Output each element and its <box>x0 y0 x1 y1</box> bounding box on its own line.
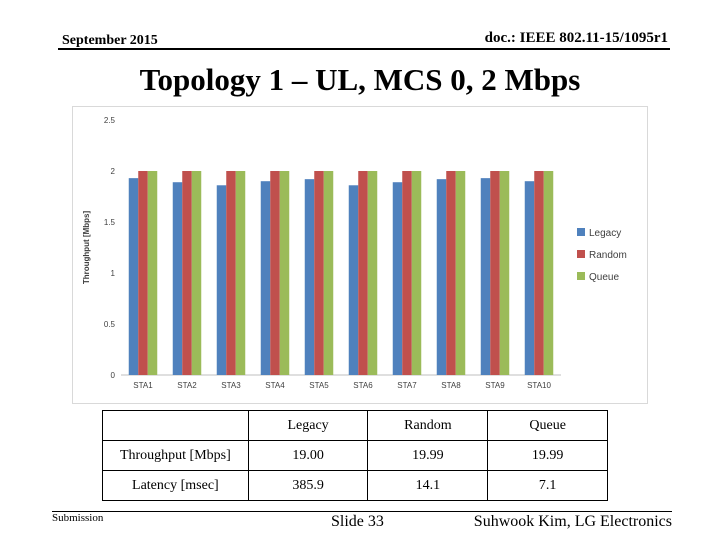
legend-label: Queue <box>589 272 619 283</box>
bar-queue <box>147 171 158 375</box>
x-tick-label: STA9 <box>485 381 505 390</box>
bar-queue <box>235 171 246 375</box>
table-cell: 7.1 <box>487 470 608 501</box>
table-header-cell: Queue <box>487 410 608 441</box>
table-row-label: Latency [msec] <box>102 470 249 501</box>
bar-legacy <box>480 178 491 375</box>
x-tick-label: STA2 <box>177 381 197 390</box>
x-tick-label: STA3 <box>221 381 241 390</box>
slide-title: Topology 1 – UL, MCS 0, 2 Mbps <box>139 62 581 97</box>
y-tick-label: 0 <box>111 371 116 380</box>
table-cell: 19.99 <box>367 440 489 471</box>
x-tick-label: STA1 <box>133 381 153 390</box>
bar-legacy <box>392 182 403 375</box>
legend-swatch <box>577 228 585 236</box>
table-corner-cell <box>102 410 249 441</box>
header-rule <box>58 48 670 50</box>
table-cell: 14.1 <box>367 470 489 501</box>
table-header-cell: Legacy <box>247 410 369 441</box>
y-tick-label: 0.5 <box>104 320 116 329</box>
bar-legacy <box>348 185 359 375</box>
bar-legacy <box>216 185 227 375</box>
bar-queue <box>191 171 202 375</box>
throughput-chart: 0 0.5 1 1.5 2 2.5 Throughput [Mbps] STA1 STA2 STA… <box>72 106 648 404</box>
y-tick-label: 1 <box>111 269 116 278</box>
table-header-cell: Random <box>367 410 489 441</box>
legend-swatch <box>577 272 585 280</box>
bar-random <box>446 171 456 375</box>
table-row: Latency [msec] 385.9 14.1 7.1 <box>102 470 608 501</box>
x-tick-label: STA10 <box>527 381 551 390</box>
bar-legacy <box>172 182 183 375</box>
legend-label: Random <box>589 250 627 261</box>
footer-slide-number: Slide 33 <box>331 513 384 530</box>
bar-queue <box>323 171 334 375</box>
bar-queue <box>279 171 290 375</box>
bar-legacy <box>260 181 271 375</box>
table-cell: 19.00 <box>247 440 369 471</box>
bar-queue <box>499 171 510 375</box>
table-row: Throughput [Mbps] 19.00 19.99 19.99 <box>102 440 608 471</box>
bar-legacy <box>436 179 447 375</box>
table-row-label: Throughput [Mbps] <box>102 440 249 471</box>
header-date: September 2015 <box>62 33 158 48</box>
bar-queue <box>455 171 466 375</box>
footer-submission: Submission <box>52 512 104 524</box>
x-tick-label: STA6 <box>353 381 373 390</box>
y-tick-label: 2.5 <box>104 116 116 125</box>
x-tick-label: STA8 <box>441 381 461 390</box>
bar-legacy <box>128 178 139 375</box>
bar-random <box>534 171 544 375</box>
legend-label: Legacy <box>589 228 621 239</box>
y-tick-label: 1.5 <box>104 218 116 227</box>
bar-legacy <box>304 179 315 375</box>
bar-legacy <box>524 181 535 375</box>
bar-queue <box>543 171 554 375</box>
bar-queue <box>411 171 422 375</box>
bar-random <box>226 171 236 375</box>
bar-random <box>270 171 280 375</box>
table-header-row: Legacy Random Queue <box>102 410 608 441</box>
bar-random <box>490 171 500 375</box>
bar-random <box>358 171 368 375</box>
chart-svg: 0 0.5 1 1.5 2 2.5 Throughput [Mbps] STA1 STA2 STA… <box>82 116 627 390</box>
bar-random <box>138 171 148 375</box>
x-tick-label: STA5 <box>309 381 329 390</box>
bar-random <box>314 171 324 375</box>
x-tick-label: STA7 <box>397 381 417 390</box>
table-cell: 19.99 <box>487 440 608 471</box>
legend-swatch <box>577 250 585 258</box>
footer-rule <box>52 511 672 512</box>
y-axis-label: Throughput [Mbps] <box>82 211 91 285</box>
x-tick-label: STA4 <box>265 381 285 390</box>
footer-author: Suhwook Kim, LG Electronics <box>473 513 672 530</box>
table-cell: 385.9 <box>247 470 369 501</box>
results-table: Legacy Random Queue Throughput [Mbps] 19… <box>102 410 608 501</box>
bar-queue <box>367 171 378 375</box>
y-tick-label: 2 <box>111 167 116 176</box>
bar-random <box>402 171 412 375</box>
bar-random <box>182 171 192 375</box>
header-doc-id: doc.: IEEE 802.11-15/1095r1 <box>484 30 668 46</box>
